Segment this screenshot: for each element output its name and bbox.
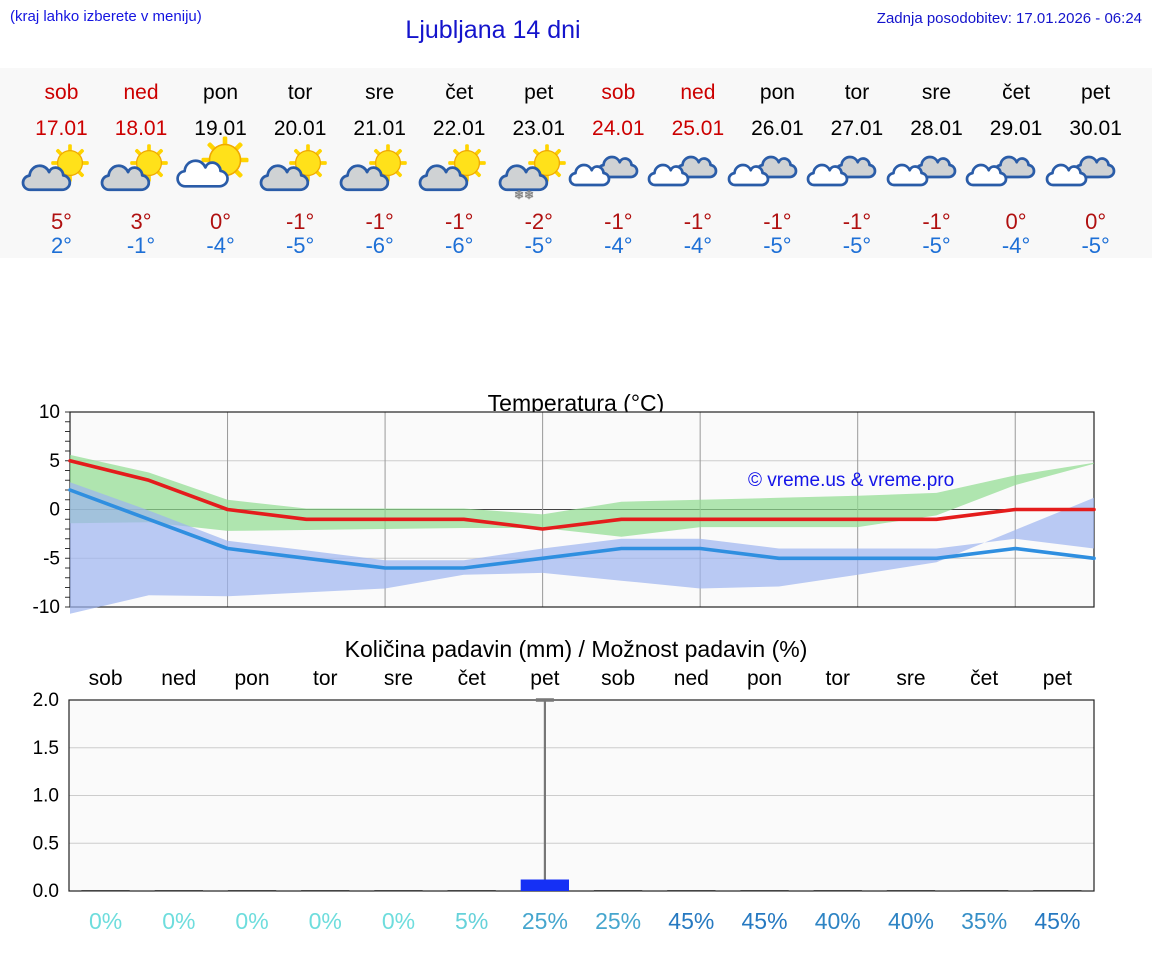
svg-text:0%: 0% bbox=[162, 908, 195, 934]
svg-text:pon: pon bbox=[235, 667, 270, 690]
svg-text:25%: 25% bbox=[522, 908, 568, 934]
svg-text:0%: 0% bbox=[89, 908, 122, 934]
svg-text:5: 5 bbox=[49, 451, 60, 472]
svg-text:25%: 25% bbox=[595, 908, 641, 934]
svg-text:sob: sob bbox=[601, 667, 635, 690]
svg-text:sob: sob bbox=[89, 667, 123, 690]
svg-text:ned: ned bbox=[674, 667, 709, 690]
svg-text:sre: sre bbox=[384, 667, 413, 690]
svg-text:2.0: 2.0 bbox=[33, 690, 59, 711]
svg-text:pet: pet bbox=[530, 667, 559, 690]
svg-text:1.0: 1.0 bbox=[33, 786, 59, 807]
svg-text:10: 10 bbox=[39, 402, 60, 423]
svg-text:pon: pon bbox=[747, 667, 782, 690]
svg-text:0.5: 0.5 bbox=[33, 833, 59, 854]
svg-text:ned: ned bbox=[161, 667, 196, 690]
svg-text:❄: ❄ bbox=[514, 188, 524, 202]
svg-text:sre: sre bbox=[896, 667, 925, 690]
svg-text:35%: 35% bbox=[961, 908, 1007, 934]
svg-text:45%: 45% bbox=[742, 908, 788, 934]
svg-text:čet: čet bbox=[970, 667, 998, 690]
svg-text:Količina padavin (mm) / Možnos: Količina padavin (mm) / Možnost padavin … bbox=[345, 637, 808, 662]
svg-text:tor: tor bbox=[825, 667, 850, 690]
svg-text:0: 0 bbox=[49, 500, 60, 521]
svg-text:40%: 40% bbox=[888, 908, 934, 934]
svg-text:-10: -10 bbox=[33, 597, 60, 618]
svg-text:45%: 45% bbox=[1034, 908, 1080, 934]
svg-text:-5: -5 bbox=[43, 548, 60, 569]
svg-text:0%: 0% bbox=[309, 908, 342, 934]
svg-text:© vreme.us & vreme.pro: © vreme.us & vreme.pro bbox=[748, 470, 954, 491]
svg-text:čet: čet bbox=[458, 667, 486, 690]
svg-text:0%: 0% bbox=[382, 908, 415, 934]
svg-text:45%: 45% bbox=[668, 908, 714, 934]
svg-text:❄: ❄ bbox=[524, 188, 534, 202]
svg-text:5%: 5% bbox=[455, 908, 488, 934]
svg-text:0%: 0% bbox=[235, 908, 268, 934]
svg-text:tor: tor bbox=[313, 667, 338, 690]
svg-text:1.5: 1.5 bbox=[33, 738, 59, 759]
svg-text:pet: pet bbox=[1043, 667, 1072, 690]
svg-text:0.0: 0.0 bbox=[33, 881, 59, 902]
svg-text:40%: 40% bbox=[815, 908, 861, 934]
